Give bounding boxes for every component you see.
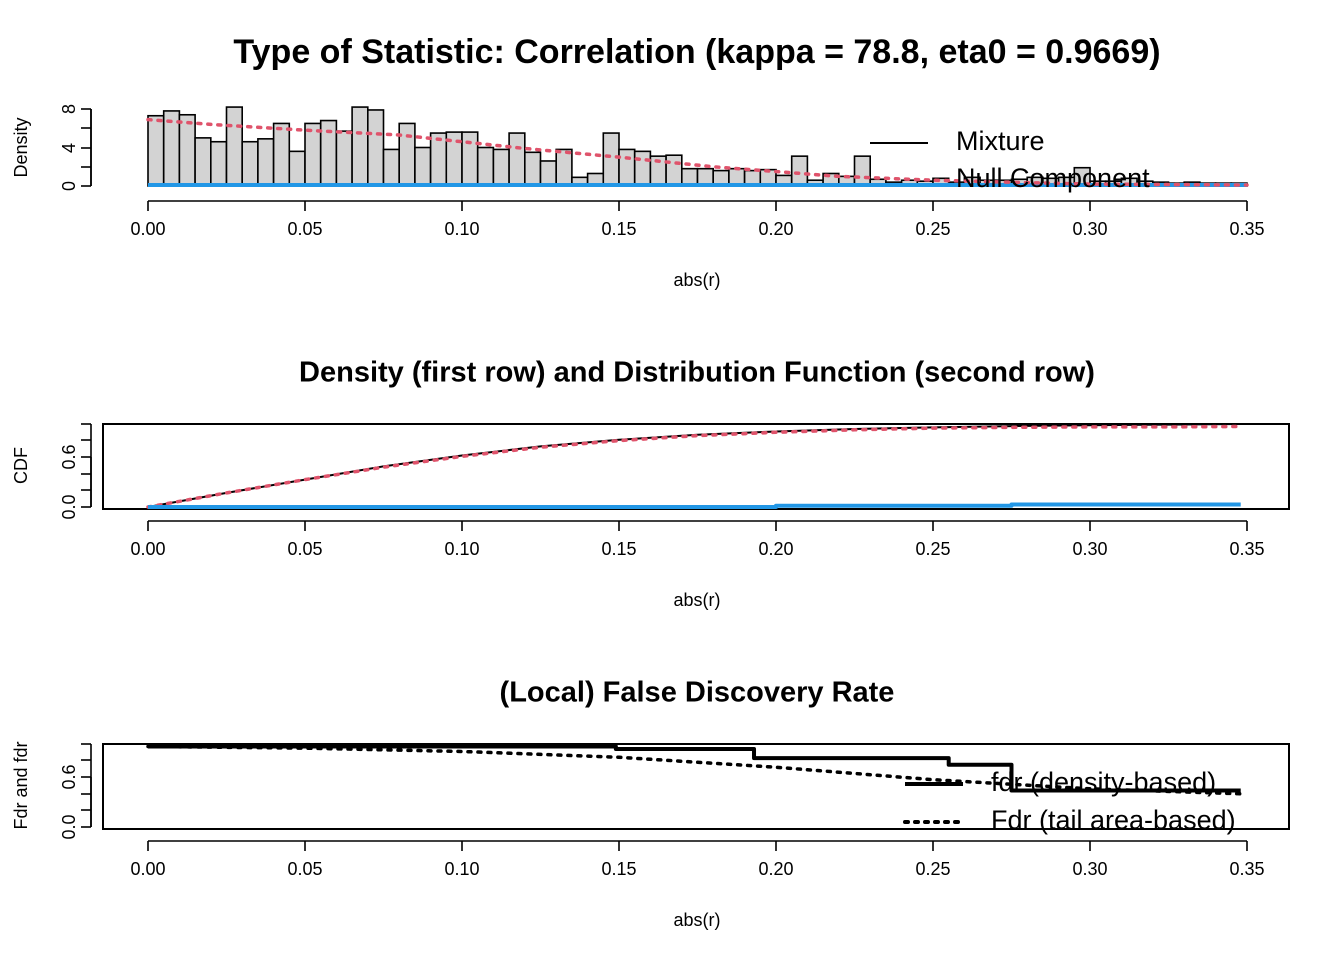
- histogram-bar: [790, 155, 809, 187]
- legend-label: Fdr (tail area-based): [991, 805, 1236, 835]
- legend-label: fdr (density-based): [991, 767, 1216, 797]
- histogram-bar: [257, 138, 275, 187]
- histogram-bar: [523, 151, 542, 187]
- histogram-bar: [210, 140, 228, 187]
- x-tick-label: 0.10: [444, 219, 479, 239]
- chart-title: Density (first row) and Distribution Fun…: [299, 357, 1095, 389]
- legend: fdr (density-based) Fdr (tail area-based): [903, 767, 1236, 835]
- x-tick-label: 0.00: [130, 539, 165, 559]
- histogram-bar: [366, 109, 385, 187]
- plot-box: [102, 743, 1290, 830]
- histogram-bar: [633, 150, 652, 187]
- series-line-2: [146, 424, 1243, 509]
- x-tick-label: 0.00: [130, 859, 165, 879]
- histogram-bar: [602, 132, 620, 187]
- histogram-bar: [461, 131, 479, 187]
- x-tick-label: 0.25: [915, 539, 950, 559]
- x-tick-label: 0.20: [758, 539, 793, 559]
- histogram-bar: [618, 148, 636, 187]
- histogram-bar: [555, 148, 573, 187]
- y-tick-label: 4: [59, 143, 79, 153]
- x-axis: 0.00 0.05 0.10 0.15 0.20 0.25 0.30 0.35: [130, 520, 1265, 559]
- series-line-3: [146, 117, 1249, 187]
- x-tick-label: 0.05: [287, 859, 322, 879]
- y-tick-label: 8: [59, 104, 79, 114]
- y-axis: 0.0 0.6: [59, 423, 92, 520]
- x-axis-label: abs(r): [673, 590, 720, 610]
- x-tick-label: 0.15: [601, 539, 636, 559]
- chart-panel-2: Density (first row) and Distribution Fun…: [11, 357, 1290, 610]
- legend-label: Null Component: [956, 163, 1150, 193]
- series-line-3: [148, 502, 1241, 509]
- y-axis-label: CDF: [11, 447, 31, 484]
- histogram-bar: [194, 137, 212, 187]
- histogram-bar: [476, 146, 495, 187]
- histogram-bar: [398, 122, 416, 187]
- y-axis: 0 4 8: [59, 104, 92, 191]
- x-tick-label: 0.25: [915, 219, 950, 239]
- x-tick-label: 0.15: [601, 859, 636, 879]
- x-tick-label: 0.00: [130, 219, 165, 239]
- x-tick-label: 0.30: [1072, 859, 1107, 879]
- histogram-bar: [335, 130, 353, 187]
- x-tick-label: 0.35: [1229, 539, 1264, 559]
- histogram-bar: [304, 122, 322, 187]
- legend: Mixture Null Component: [870, 126, 1150, 193]
- x-tick-label: 0.15: [601, 219, 636, 239]
- histogram-bar: [665, 154, 683, 187]
- x-tick-label: 0.20: [758, 859, 793, 879]
- histogram-bar: [414, 146, 432, 187]
- histogram-bar: [241, 140, 259, 187]
- histogram-bar: [492, 148, 510, 187]
- histogram-bar: [539, 160, 557, 187]
- x-tick-label: 0.20: [758, 219, 793, 239]
- x-tick-label: 0.25: [915, 859, 950, 879]
- chart-title: Type of Statistic: Correlation (kappa = …: [233, 33, 1160, 71]
- x-tick-label: 0.35: [1229, 859, 1264, 879]
- x-tick-label: 0.05: [287, 539, 322, 559]
- chart-panel-3: (Local) False Discovery Rate 0.00 0.05 0.10…: [11, 677, 1290, 930]
- y-tick-label: 0.0: [59, 494, 79, 519]
- y-axis-label: Density: [11, 117, 31, 177]
- x-tick-label: 0.05: [287, 219, 322, 239]
- histogram-bar: [225, 106, 243, 187]
- x-tick-label: 0.10: [444, 859, 479, 879]
- series-line-1: [148, 744, 1241, 793]
- chart-title: (Local) False Discovery Rate: [500, 677, 895, 709]
- y-axis-label: Fdr and fdr: [11, 741, 31, 829]
- series-line-2: [146, 744, 1243, 796]
- histogram-bar: [288, 150, 306, 187]
- chart-panel-1: Type of Statistic: Correlation (kappa = …: [11, 33, 1265, 290]
- histogram-bar: [508, 132, 526, 187]
- y-axis: 0.0 0.6: [59, 743, 92, 840]
- x-tick-label: 0.30: [1072, 539, 1107, 559]
- y-tick-label: 0.6: [59, 444, 79, 469]
- x-axis: 0.00 0.05 0.10 0.15 0.20 0.25 0.30 0.35: [130, 200, 1265, 239]
- y-tick-label: 0: [59, 181, 79, 191]
- histogram-bar: [429, 132, 448, 187]
- histogram-bar: [178, 113, 196, 187]
- y-tick-label: 0.0: [59, 814, 79, 839]
- x-axis-label: abs(r): [673, 910, 720, 930]
- x-tick-label: 0.10: [444, 539, 479, 559]
- x-tick-label: 0.35: [1229, 219, 1264, 239]
- legend-label: Mixture: [956, 126, 1045, 156]
- histogram-bar: [147, 114, 165, 187]
- histogram-bar: [272, 122, 291, 187]
- x-axis: 0.00 0.05 0.10 0.15 0.20 0.25 0.30 0.35: [130, 840, 1265, 879]
- x-axis-label: abs(r): [673, 270, 720, 290]
- histogram-bar: [853, 155, 871, 187]
- y-tick-label: 0.6: [59, 764, 79, 789]
- histogram-bar: [351, 106, 369, 187]
- x-tick-label: 0.30: [1072, 219, 1107, 239]
- histogram-bar: [382, 148, 400, 187]
